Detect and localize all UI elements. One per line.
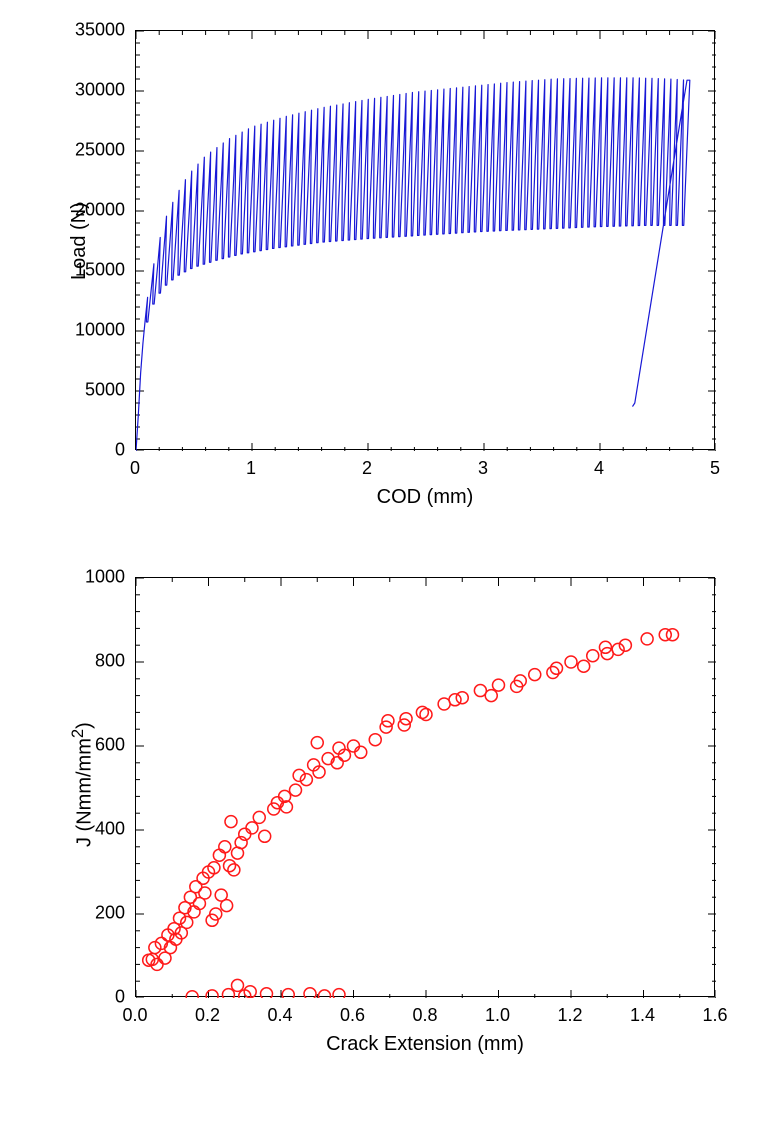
- x-tick-label: 1.0: [485, 1005, 510, 1026]
- y-tick-label: 5000: [85, 380, 125, 401]
- x-tick-label: 1.4: [630, 1005, 655, 1026]
- x-tick-label: 0.0: [122, 1005, 147, 1026]
- chart2-ylabel-sup: 2: [68, 729, 87, 738]
- j-crack-chart: J (Nmm/mm2) Crack Extension (mm) 0.0 0.2 0…: [50, 565, 730, 1065]
- x-tick-label: 2: [362, 458, 372, 479]
- load-cod-svg: [136, 31, 716, 451]
- y-tick-label: 1000: [85, 567, 125, 588]
- x-tick-label: 0.4: [267, 1005, 292, 1026]
- y-tick-label: 10000: [75, 320, 125, 341]
- load-cod-chart: Load (N) COD (mm) 012345 050001000015000…: [50, 18, 730, 518]
- j-crack-plot-area: [135, 577, 715, 997]
- chart1-x-axis-label: COD (mm): [377, 486, 474, 509]
- x-tick-label: 1: [246, 458, 256, 479]
- figure-page: Load (N) COD (mm) 012345 050001000015000…: [0, 0, 778, 1126]
- x-tick-label: 3: [478, 458, 488, 479]
- load-cod-plot-area: [135, 30, 715, 450]
- y-tick-label: 20000: [75, 200, 125, 221]
- chart2-x-axis-label: Crack Extension (mm): [326, 1033, 524, 1056]
- chart2-y-axis-label: J (Nmm/mm2): [68, 722, 97, 847]
- chart2-ylabel-suffix: ): [74, 722, 96, 729]
- y-tick-label: 25000: [75, 140, 125, 161]
- y-tick-label: 800: [95, 651, 125, 672]
- y-tick-label: 600: [95, 735, 125, 756]
- y-tick-label: 0: [115, 987, 125, 1008]
- x-tick-label: 0: [130, 458, 140, 479]
- y-tick-label: 30000: [75, 80, 125, 101]
- x-tick-label: 5: [710, 458, 720, 479]
- x-tick-label: 1.2: [557, 1005, 582, 1026]
- x-tick-label: 4: [594, 458, 604, 479]
- y-tick-label: 35000: [75, 20, 125, 41]
- chart2-ylabel-prefix: J (Nmm/mm: [74, 738, 96, 847]
- x-tick-label: 0.8: [412, 1005, 437, 1026]
- x-tick-label: 1.6: [702, 1005, 727, 1026]
- y-tick-label: 0: [115, 440, 125, 461]
- x-tick-label: 0.2: [195, 1005, 220, 1026]
- j-crack-svg: [136, 578, 716, 998]
- y-tick-label: 200: [95, 903, 125, 924]
- y-tick-label: 400: [95, 819, 125, 840]
- x-tick-label: 0.6: [340, 1005, 365, 1026]
- y-tick-label: 15000: [75, 260, 125, 281]
